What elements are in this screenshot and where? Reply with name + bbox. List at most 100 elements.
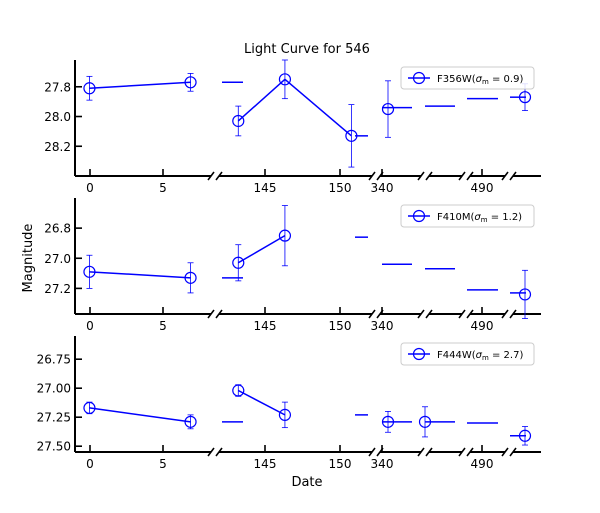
x-tick-label: 0 (86, 457, 94, 471)
x-tick-label: 150 (329, 457, 352, 471)
axis-break-mark (425, 309, 433, 319)
y-tick-label: 27.25 (37, 411, 71, 425)
axis-break-mark (417, 171, 425, 181)
axis-break-mark (509, 309, 517, 319)
axis-break-gap (211, 311, 219, 317)
axis-break-mark (501, 171, 509, 181)
y-tick-label: 26.8 (44, 222, 71, 236)
x-tick-label: 490 (471, 319, 494, 333)
y-tick-label: 28.0 (44, 110, 71, 124)
legend-marker (412, 209, 426, 223)
axis-break-gap (211, 449, 219, 455)
x-tick-label: 5 (159, 319, 167, 333)
legend-marker (412, 347, 426, 361)
axis-break-gap (372, 449, 380, 455)
data-point (184, 415, 197, 428)
axis-break-gap (462, 311, 470, 317)
data-point (278, 229, 292, 242)
axis-break-gap (372, 311, 380, 317)
y-tick-label: 27.0 (44, 252, 71, 266)
axis-break-mark (417, 447, 425, 457)
y-tick-label: 27.8 (44, 80, 71, 94)
axis-break-mark (466, 171, 474, 181)
axis-break-gap (462, 173, 470, 179)
legend: F410M(σm = 1.2) (400, 204, 535, 228)
axis-break-mark (207, 447, 215, 457)
panels-group: 27.8 28.0 28.2 0 5 145 150 340 490 F356W(σm = 0.9… (37, 59, 541, 471)
axis-break-gap (421, 311, 429, 317)
x-tick-label: 340 (371, 181, 394, 195)
data-point (184, 271, 197, 284)
axis-break-gap (505, 311, 513, 317)
x-tick-label: 0 (86, 181, 94, 195)
axis-break-mark (501, 447, 509, 457)
y-tick-label: 27.2 (44, 282, 71, 296)
x-tick-label: 150 (329, 319, 352, 333)
axis-break-mark (215, 447, 223, 457)
axis-break-mark (368, 309, 376, 319)
data-point (381, 102, 395, 116)
x-tick-label: 145 (254, 181, 277, 195)
data-point (518, 91, 532, 104)
data-point (418, 415, 432, 428)
data-point (83, 82, 96, 95)
legend-label: F410M(σm = 1.2) (437, 212, 522, 224)
axis-break-mark (425, 447, 433, 457)
legend-marker (412, 71, 426, 85)
axis-break-gap (211, 173, 219, 179)
data-point (232, 114, 245, 128)
axis-break-gap (505, 173, 513, 179)
series-line (284, 78, 352, 137)
axis-break-mark (368, 171, 376, 181)
data-point (232, 384, 245, 397)
axis-break-mark (417, 309, 425, 319)
x-tick-label: 490 (471, 457, 494, 471)
axis-break-mark (215, 309, 223, 319)
data-point (345, 129, 358, 142)
y-axis-label: Magnitude (21, 224, 36, 293)
panel-2: 26.8 27.0 27.2 0 5 145 150 340 490 F410M(σm = 1.2… (44, 198, 541, 333)
panel-1: 27.8 28.0 28.2 0 5 145 150 340 490 F356W(σm = 0.9… (44, 59, 541, 195)
axis-break-mark (509, 447, 517, 457)
legend-box (400, 342, 535, 366)
series-line (237, 78, 286, 122)
axis-break-mark (501, 309, 509, 319)
axis-break-mark (458, 171, 466, 181)
data-point (381, 415, 395, 428)
x-tick-label: 0 (86, 319, 94, 333)
series-line (237, 235, 286, 264)
axis-break-mark (458, 447, 466, 457)
axis-break-gap (372, 173, 380, 179)
data-point (278, 408, 292, 421)
legend-label: F356W(σm = 0.9) (437, 74, 523, 86)
data-point (184, 76, 197, 89)
data-point (83, 401, 96, 415)
series-line (89, 81, 191, 90)
legend-box (400, 66, 535, 90)
axis-break-gap (462, 449, 470, 455)
axis-break-gap (421, 449, 429, 455)
x-tick-label: 150 (329, 181, 352, 195)
series-line (237, 389, 286, 416)
axis-break-mark (425, 171, 433, 181)
y-tick-label: 26.75 (37, 353, 71, 367)
x-tick-label: 145 (254, 319, 277, 333)
y-tick-label: 28.2 (44, 140, 71, 154)
axis-break-gap (505, 449, 513, 455)
x-tick-label: 340 (371, 319, 394, 333)
x-tick-label: 340 (371, 457, 394, 471)
legend: F444W(σm = 2.7) (400, 342, 535, 366)
x-tick-label: 145 (254, 457, 277, 471)
legend-label: F444W(σm = 2.7) (437, 350, 523, 362)
axis-break-mark (458, 309, 466, 319)
axis-break-mark (466, 309, 474, 319)
axis-break-mark (207, 171, 215, 181)
chart-title: Light Curve for 546 (244, 42, 370, 57)
data-point (83, 265, 96, 278)
legend: F356W(σm = 0.9) (400, 66, 535, 90)
data-point (518, 429, 532, 442)
x-tick-label: 490 (471, 181, 494, 195)
axis-break-mark (466, 447, 474, 457)
axis-break-mark (207, 309, 215, 319)
